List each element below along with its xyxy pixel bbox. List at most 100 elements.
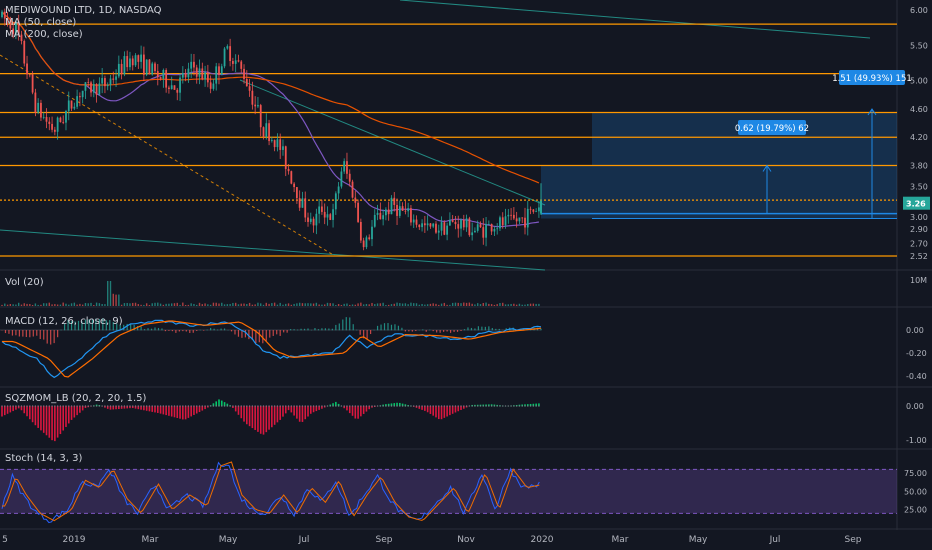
- macd-histogram-bar: [67, 319, 69, 331]
- momentum-bar: [463, 406, 465, 409]
- macd-histogram-bar: [157, 327, 160, 331]
- squeeze-dot: [65, 405, 67, 407]
- squeeze-dot: [45, 405, 48, 407]
- volume-bar: [504, 304, 507, 306]
- squeeze-dot: [479, 405, 482, 407]
- momentum-bar: [259, 406, 262, 434]
- squeeze-dot: [190, 405, 192, 407]
- candle-body: [151, 63, 154, 75]
- momentum-bar: [532, 403, 535, 407]
- candle-body: [195, 67, 198, 77]
- volume-bar: [221, 302, 223, 306]
- momentum-bar: [432, 406, 434, 416]
- macd-histogram-bar: [467, 327, 469, 331]
- squeeze-dot: [271, 405, 273, 407]
- candle-body: [15, 21, 17, 34]
- candle-body: [462, 219, 465, 228]
- macd-histogram-bar: [199, 329, 201, 331]
- momentum-bar: [457, 406, 460, 412]
- squeeze-dot: [168, 405, 170, 407]
- sqz-tick-label: 0.00: [906, 402, 924, 411]
- squeeze-dot: [87, 405, 89, 407]
- candle-body: [28, 74, 31, 76]
- candle-body: [148, 59, 151, 75]
- squeeze-dot: [221, 405, 223, 407]
- macd-histogram-bar: [112, 321, 114, 331]
- macd-histogram-bar: [91, 319, 94, 331]
- volume-bar: [15, 304, 17, 306]
- macd-histogram-bar: [164, 330, 167, 332]
- volume-bar: [490, 304, 493, 306]
- macd-histogram-bar: [147, 328, 149, 331]
- macd-histogram-bar: [411, 330, 413, 332]
- momentum-bar: [17, 406, 20, 409]
- squeeze-dot: [187, 405, 189, 407]
- squeeze-dot: [82, 405, 84, 407]
- macd-histogram-bar: [366, 330, 368, 339]
- candle-body: [334, 193, 337, 210]
- squeeze-dot: [521, 405, 523, 407]
- momentum-bar: [529, 403, 532, 407]
- momentum-bar: [112, 406, 115, 410]
- squeeze-dot: [1, 405, 3, 407]
- squeeze-dot: [43, 405, 45, 407]
- volume-bar: [31, 304, 34, 306]
- squeeze-dot: [23, 405, 25, 407]
- candle-body: [373, 214, 376, 227]
- candle-body: [59, 117, 62, 123]
- volume-bar: [424, 304, 426, 306]
- momentum-bar: [232, 406, 234, 408]
- macd-histogram-bar: [53, 330, 55, 344]
- candle-body: [212, 83, 215, 89]
- macd-histogram-bar: [230, 330, 233, 332]
- macd-histogram-bar: [32, 330, 34, 337]
- stoch-tick-label: 25.00: [904, 506, 927, 515]
- volume-bar: [190, 303, 192, 306]
- volume-bar: [87, 303, 89, 306]
- volume-bars: [1, 280, 540, 306]
- momentum-bar: [170, 406, 173, 417]
- squeeze-dot: [354, 405, 356, 407]
- candle-body: [37, 102, 40, 113]
- trend-lines: [0, 0, 871, 271]
- momentum-bar: [212, 403, 215, 407]
- candle-body: [307, 217, 309, 222]
- momentum-bar: [12, 406, 14, 412]
- macd-histogram-bar: [77, 320, 80, 331]
- momentum-bar: [535, 403, 537, 407]
- macd-histogram-bar: [88, 319, 90, 331]
- momentum-bar: [134, 406, 137, 409]
- momentum-bar: [193, 406, 195, 415]
- macd-histogram-bar: [210, 327, 212, 331]
- volume-bar: [404, 303, 407, 306]
- momentum-bar: [276, 406, 279, 423]
- macd-histogram-bar: [303, 328, 306, 331]
- macd-histogram-bar: [36, 330, 38, 336]
- volume-bar: [151, 303, 153, 306]
- macd-histogram-bar: [63, 323, 66, 331]
- volume-bar: [212, 302, 215, 306]
- momentum-bar: [198, 406, 201, 413]
- candle-body: [240, 61, 243, 69]
- squeeze-dot: [329, 405, 331, 407]
- squeeze-dot: [201, 405, 203, 407]
- macd-histogram-bar: [397, 325, 400, 331]
- volume-bar: [318, 304, 320, 306]
- candle-body: [499, 217, 501, 229]
- momentum-bar: [440, 406, 443, 420]
- candle-body: [201, 68, 204, 80]
- volume-bar: [390, 304, 393, 306]
- momentum-bar: [187, 406, 190, 418]
- candle-body: [487, 223, 490, 225]
- macd-histogram-bar: [484, 326, 486, 331]
- macd-histogram-bar: [286, 330, 288, 333]
- candle-body: [1, 11, 3, 18]
- squeeze-dot: [338, 405, 340, 407]
- momentum-bar: [201, 406, 204, 411]
- macd-histogram-bar: [425, 330, 427, 332]
- momentum-bar: [109, 406, 112, 410]
- candle-body: [259, 105, 262, 128]
- volume-bar: [240, 303, 242, 306]
- price-tick-label: 5.50: [910, 41, 928, 50]
